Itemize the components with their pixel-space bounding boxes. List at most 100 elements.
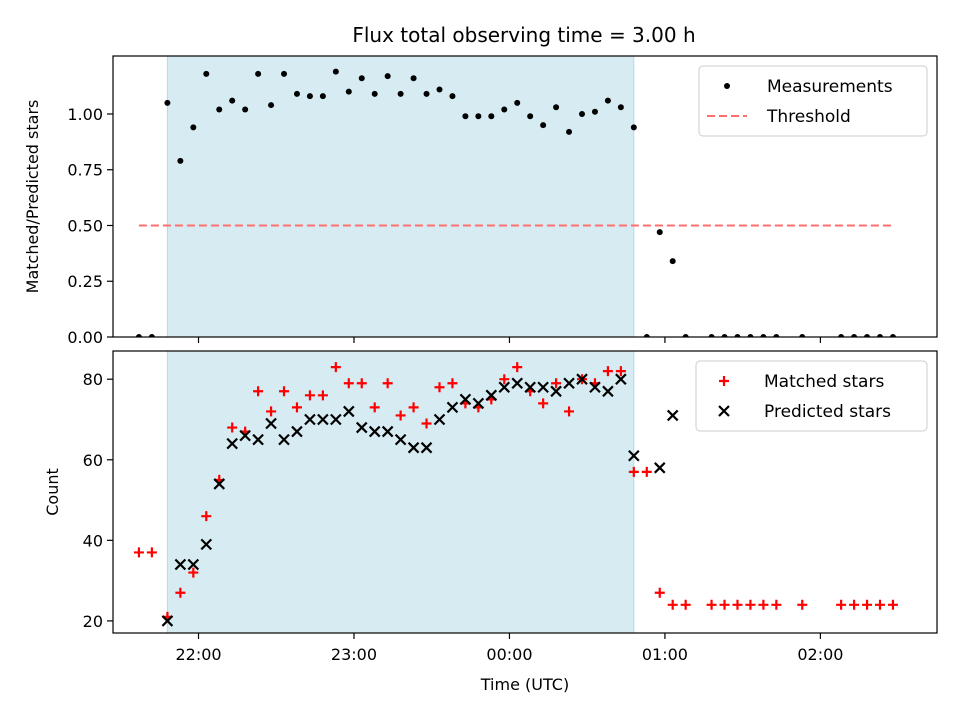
matched-star-point: [434, 382, 445, 393]
measurement-point: [760, 334, 767, 337]
predicted-star-point: [239, 429, 251, 442]
matched-star-point: [175, 587, 186, 598]
matched-star-point: [628, 466, 639, 477]
measurement-point: [216, 106, 223, 113]
matched-star-point: [330, 362, 341, 373]
measurement-point: [488, 113, 495, 120]
matched-star-point: [551, 378, 562, 389]
matched-star-point: [395, 410, 406, 421]
measurement-point: [656, 229, 663, 236]
y-axis-label: Count: [43, 468, 62, 516]
matched-star-point: [133, 547, 144, 558]
y-tick-label: 0.75: [67, 161, 103, 180]
legend-x-marker: [718, 405, 730, 417]
predicted-star-point: [265, 417, 277, 430]
measurement-point: [773, 334, 780, 337]
legend: Matched stars Predicted stars: [695, 360, 928, 432]
matched-star-point: [408, 402, 419, 413]
observing-window-shade: [166, 350, 635, 634]
measurement-point: [747, 334, 754, 337]
plot-area: [133, 362, 898, 627]
measurement-point: [281, 70, 288, 77]
predicted-star-point: [291, 425, 303, 438]
predicted-star-point: [563, 377, 575, 390]
measurement-point: [475, 113, 482, 120]
measurement-point: [203, 70, 210, 77]
predicted-star-point: [330, 413, 342, 426]
predicted-star-point: [200, 538, 213, 551]
x-tick-label: 02:00: [797, 645, 843, 664]
measurement-point: [682, 334, 689, 337]
measurement-point: [799, 334, 806, 337]
axes-frame: [112, 350, 938, 634]
measurement-point: [190, 124, 197, 131]
matched-star-point: [538, 398, 549, 409]
legend-dot-marker: [724, 83, 730, 89]
measurement-point: [423, 90, 430, 97]
measurement-point: [617, 104, 624, 111]
matched-star-point: [304, 390, 315, 401]
matched-star-point: [564, 406, 575, 417]
predicted-star-point: [213, 478, 226, 490]
x-tick-label: 22:00: [175, 645, 221, 664]
predicted-star-point: [420, 441, 433, 454]
y-tick-label: 60: [83, 451, 103, 470]
legend-label: Matched stars: [764, 372, 884, 392]
measurement-point: [384, 73, 391, 80]
measurement-point: [332, 68, 339, 75]
measurement-point: [164, 99, 171, 106]
measurement-point: [514, 99, 521, 106]
y-tick-label: 40: [83, 531, 103, 550]
measurement-point: [721, 334, 728, 337]
y-tick-label: 80: [83, 370, 103, 389]
matched-star-point: [291, 402, 302, 413]
matched-star-point: [654, 587, 665, 598]
legend-box: [695, 360, 928, 432]
predicted-star-point: [511, 377, 524, 390]
legend: Measurements Threshold: [698, 65, 928, 137]
matched-star-point: [369, 402, 380, 413]
matched-star-point: [602, 366, 613, 377]
predicted-star-point: [161, 615, 174, 627]
predicted-star-point: [485, 389, 498, 402]
predicted-star-point: [407, 441, 420, 454]
x-tick-label: 00:00: [486, 645, 532, 664]
measurement-point: [449, 93, 456, 100]
predicted-star-point: [615, 373, 627, 385]
observing-window-shade: [166, 55, 635, 338]
predicted-star-point: [524, 381, 536, 394]
measurement-point: [527, 113, 534, 120]
matched-star-point: [382, 378, 393, 389]
bottom-panel: 22:00 23:00 00:00 01:00 02:00 20 40 60 80 Count Ti…: [43, 350, 938, 694]
predicted-star-point: [174, 558, 187, 571]
matched-star-point: [201, 511, 212, 522]
measurement-point: [838, 334, 845, 337]
matched-star-point: [706, 599, 717, 610]
predicted-star-point: [304, 413, 316, 426]
measurement-point: [579, 110, 586, 117]
measurement-point: [319, 93, 326, 100]
measurement-point: [643, 334, 650, 337]
matched-star-point: [512, 362, 523, 373]
top-panel: 0.00 0.25 0.50 0.75 1.00 Matched/Predicted st…: [23, 55, 938, 347]
matched-star-point: [745, 599, 756, 610]
predicted-star-point: [628, 449, 640, 462]
y-axis-label: Matched/Predicted stars: [23, 100, 42, 294]
predicted-star-point: [576, 373, 588, 385]
predicted-star-point: [394, 433, 407, 446]
matched-star-point: [719, 599, 730, 610]
predicted-star-point: [187, 558, 200, 571]
legend-label: Measurements: [767, 77, 893, 97]
measurement-point: [148, 334, 155, 337]
matched-star-point: [343, 378, 354, 389]
predicted-star-point: [602, 385, 614, 398]
measurement-point: [864, 334, 871, 337]
matched-star-point: [253, 386, 264, 397]
measurement-point: [306, 93, 313, 100]
measurement-point: [397, 90, 404, 97]
measurement-point: [734, 334, 741, 337]
y-tick-label: 1.00: [67, 105, 103, 124]
measurement-point: [410, 75, 417, 82]
measurement-point: [293, 90, 300, 97]
measurement-point: [501, 106, 508, 113]
